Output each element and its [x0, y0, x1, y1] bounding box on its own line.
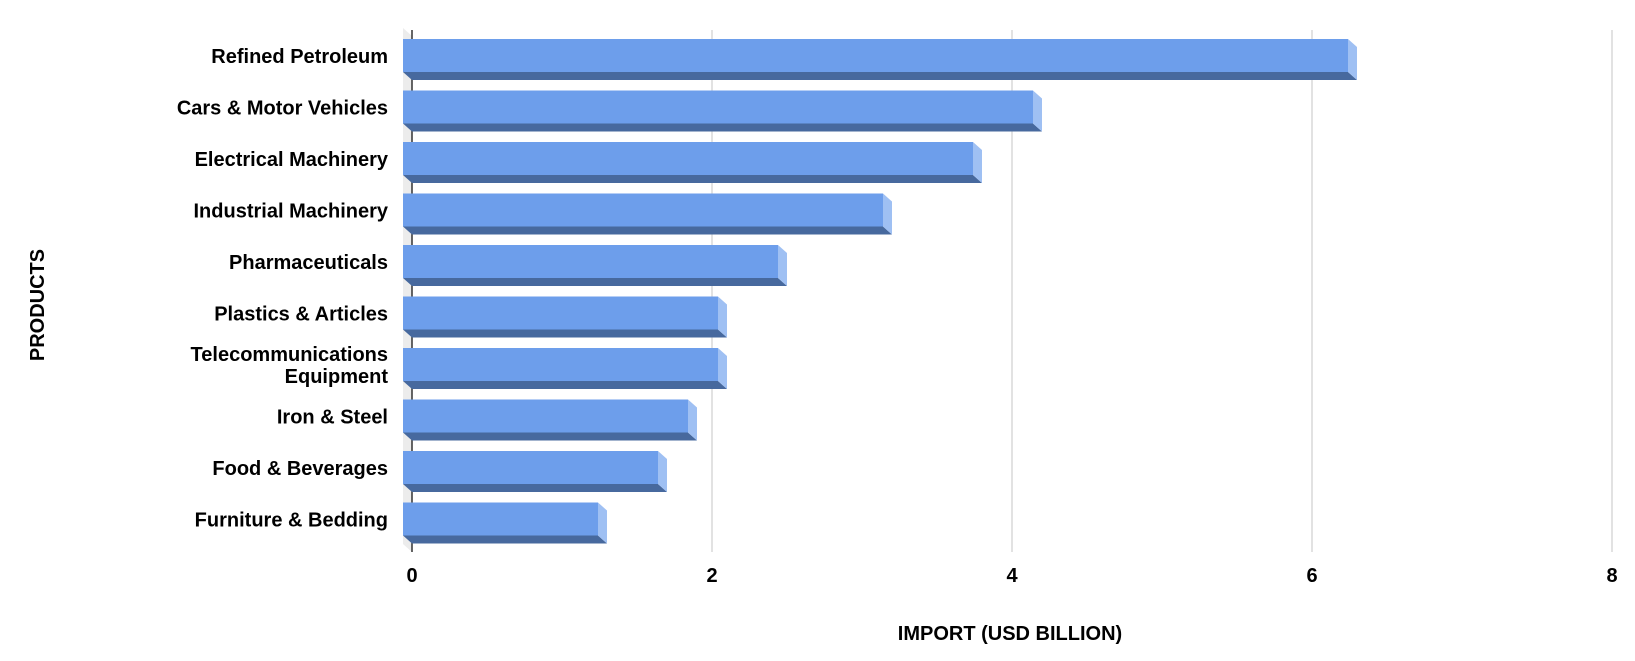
category-label: Furniture & Bedding [195, 510, 388, 532]
bar-side-face [718, 296, 727, 338]
category-label: Cars & Motor Vehicles [177, 98, 388, 120]
x-tick-label: 0 [406, 565, 417, 587]
x-tick-labels: 0 2 4 6 8 [406, 565, 1617, 587]
category-label: Telecommunications Equipment [191, 344, 389, 388]
category-label: Pharmaceuticals [229, 252, 388, 274]
bar [403, 245, 787, 286]
bar-side-face [598, 502, 607, 544]
y-axis-title: PRODUCTS [27, 249, 49, 361]
bar-bottom-face [403, 175, 982, 183]
category-label: Plastics & Articles [214, 304, 388, 326]
bar [403, 451, 667, 492]
bar-side-face [1033, 90, 1042, 132]
bar-bottom-face [403, 484, 667, 492]
bar-side-face [658, 451, 667, 492]
bar-front-face [403, 451, 658, 484]
bar-side-face [1348, 39, 1357, 80]
category-label: Iron & Steel [277, 407, 388, 429]
bar-bottom-face [403, 72, 1357, 80]
bar-bottom-face [403, 329, 727, 338]
bar [403, 502, 607, 544]
bar-side-face [973, 142, 982, 183]
category-label: Electrical Machinery [195, 149, 389, 171]
bar [403, 399, 697, 441]
bar-bottom-face [403, 432, 697, 441]
bar-bottom-face [403, 123, 1042, 132]
bar-front-face [403, 399, 688, 433]
bar [403, 142, 982, 183]
bar [403, 39, 1357, 80]
bar-front-face [403, 90, 1033, 124]
category-labels: Refined Petroleum Cars & Motor Vehicles El… [177, 46, 389, 532]
bar-front-face [403, 39, 1348, 72]
bars [403, 39, 1357, 544]
bar [403, 296, 727, 338]
bar-bottom-face [403, 535, 607, 544]
category-label: Food & Beverages [212, 458, 388, 480]
bar-front-face [403, 348, 718, 381]
bar-bottom-face [403, 278, 787, 286]
x-tick-label: 8 [1606, 565, 1617, 587]
bar-side-face [718, 348, 727, 389]
bar-front-face [403, 142, 973, 175]
bar-front-face [403, 502, 598, 536]
bar-front-face [403, 193, 883, 227]
bar [403, 193, 892, 235]
bar [403, 348, 727, 389]
bar-side-face [778, 245, 787, 286]
category-label: Industrial Machinery [194, 201, 389, 223]
bar-front-face [403, 245, 778, 278]
bar-bottom-face [403, 226, 892, 235]
x-axis-title: IMPORT (USD BILLION) [898, 623, 1122, 645]
bar-side-face [883, 193, 892, 235]
bar-side-face [688, 399, 697, 441]
x-tick-label: 2 [706, 565, 717, 587]
x-tick-label: 6 [1306, 565, 1317, 587]
category-label: Refined Petroleum [211, 46, 388, 68]
bar-bottom-face [403, 381, 727, 389]
x-tick-label: 4 [1006, 565, 1018, 587]
bar-front-face [403, 296, 718, 330]
bar [403, 90, 1042, 132]
